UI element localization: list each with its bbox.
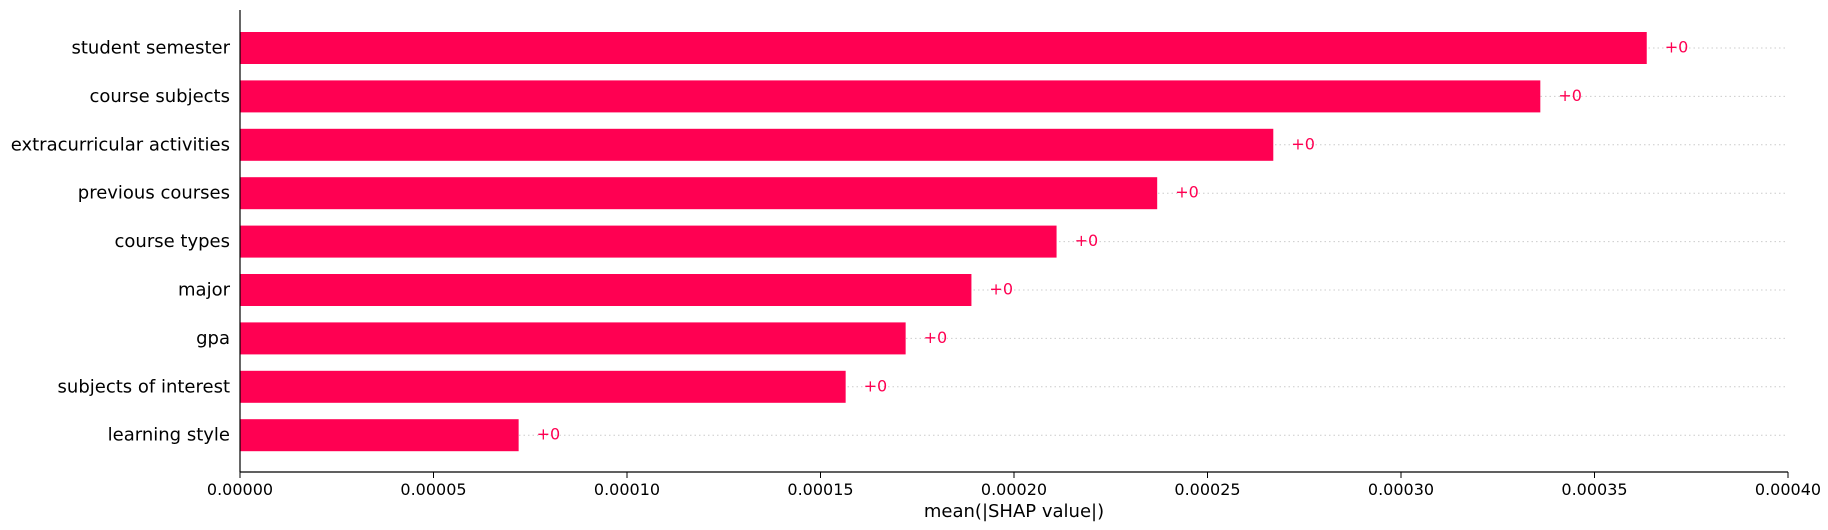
x-tick-label: 0.00015	[787, 480, 853, 499]
bar-subjects-of-interest	[240, 370, 846, 403]
category-label: gpa	[196, 328, 230, 349]
value-labels: +0 +0 +0 +0 +0 +0 +0 +0 +0	[537, 38, 1689, 444]
category-label: extracurricular activities	[11, 134, 230, 155]
value-label: +0	[1291, 134, 1315, 153]
x-tick-label: 0.00040	[1755, 480, 1821, 499]
value-label: +0	[1665, 38, 1689, 57]
bar-course-types	[240, 225, 1057, 258]
category-label: previous courses	[78, 183, 230, 204]
bar-major	[240, 274, 972, 306]
bars	[240, 32, 1647, 452]
value-label: +0	[1075, 231, 1099, 250]
bar-student-semester	[240, 32, 1647, 64]
x-tick-label: 0.00025	[1174, 480, 1240, 499]
value-label: +0	[924, 328, 948, 347]
value-label: +0	[1175, 183, 1199, 202]
bar-previous-courses	[240, 177, 1158, 210]
bar-learning-style	[240, 419, 519, 452]
value-label: +0	[1558, 86, 1582, 105]
x-tick-label: 0.00000	[207, 480, 273, 499]
category-label: subjects of interest	[58, 376, 230, 397]
bar-extracurricular-activities	[240, 128, 1274, 161]
category-labels: student semester course subjects extracurr…	[11, 38, 231, 446]
axes: 0.00000 0.00005 0.00010 0.00015 0.00020 0.000…	[207, 10, 1821, 499]
x-tick-label: 0.00005	[400, 480, 466, 499]
category-label: course subjects	[89, 86, 230, 107]
x-axis-title: mean(|SHAP value|)	[924, 501, 1104, 522]
bar-course-subjects	[240, 80, 1541, 113]
value-label: +0	[989, 280, 1013, 299]
value-label: +0	[537, 425, 561, 444]
category-label: student semester	[71, 38, 230, 59]
category-label: major	[178, 280, 231, 301]
x-tick-label: 0.00010	[594, 480, 660, 499]
bar-gpa	[240, 322, 906, 355]
category-label: course types	[115, 231, 230, 252]
x-tick-label: 0.00030	[1368, 480, 1434, 499]
value-label: +0	[864, 376, 888, 395]
x-tick-label: 0.00020	[981, 480, 1047, 499]
x-tick-label: 0.00035	[1561, 480, 1627, 499]
category-label: learning style	[108, 425, 230, 446]
